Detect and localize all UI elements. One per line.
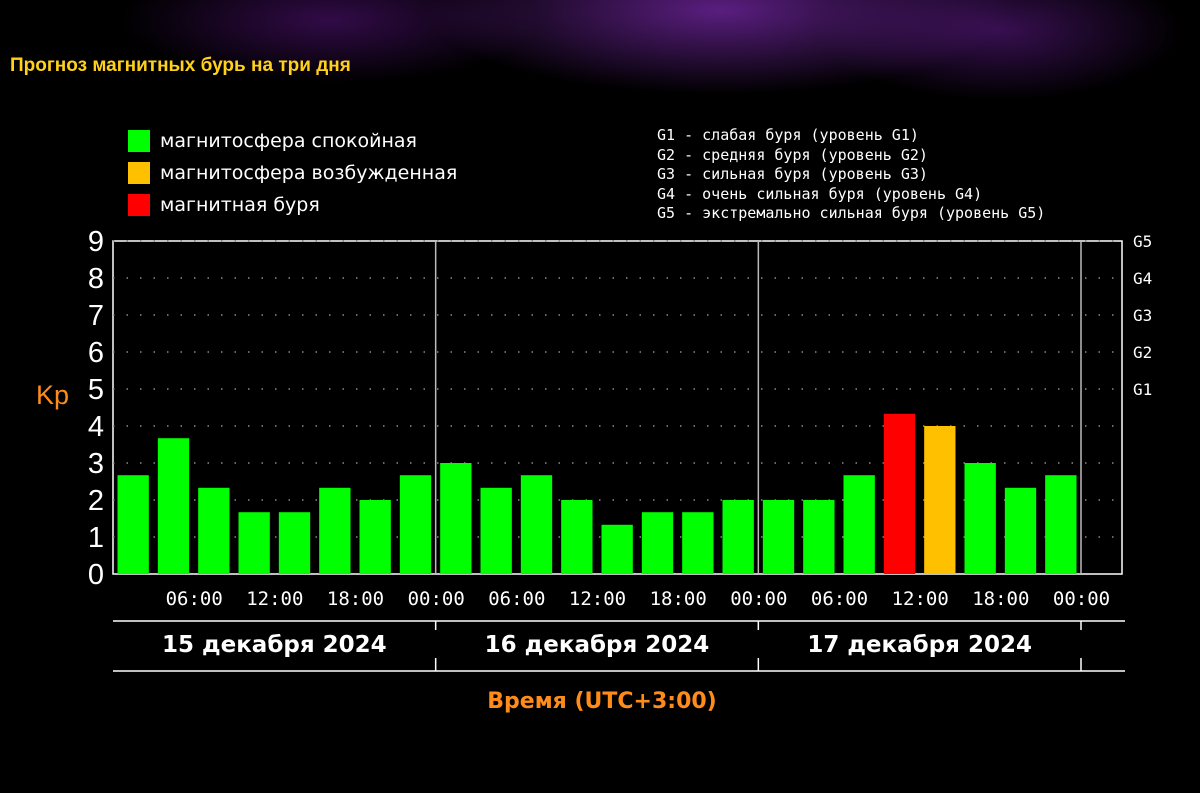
day-label: 16 декабря 2024 (485, 632, 710, 658)
kp-bar (440, 463, 472, 574)
g-level-item: G2 - средняя буря (уровень G2) (657, 145, 928, 164)
kp-bar (359, 500, 391, 574)
day-label: 17 декабря 2024 (807, 632, 1032, 658)
kp-bar (520, 475, 553, 574)
x-tick-label: 00:00 (1053, 588, 1110, 610)
x-tick-label: 12:00 (569, 588, 626, 610)
kp-bar (924, 426, 956, 574)
x-tick-label: 06:00 (166, 588, 223, 610)
legend-swatch-excited (128, 162, 150, 184)
x-tick-label: 06:00 (811, 588, 868, 610)
y-axis-title: Kp (36, 380, 69, 410)
kp-bar (843, 475, 875, 574)
g-level-item: G3 - сильная буря (уровень G3) (657, 165, 928, 183)
y-tick-label: 6 (88, 337, 104, 369)
legend-swatch-storm (128, 194, 150, 216)
y-tick-label: 3 (88, 448, 104, 480)
g-level-item: G4 - очень сильная буря (уровень G4) (657, 184, 983, 203)
kp-bar (601, 524, 633, 574)
kp-bar (198, 487, 230, 574)
kp-bar (803, 500, 835, 574)
x-tick-label: 00:00 (730, 588, 787, 610)
y-tick-label: 4 (88, 411, 104, 443)
legend-label: магнитная буря (160, 194, 320, 216)
y-tick-label: 7 (88, 300, 104, 332)
g-tick-label: G5 (1133, 232, 1152, 251)
legend-item-excited: магнитосфера возбужденная (128, 157, 457, 189)
kp-bar (762, 500, 795, 574)
legend: магнитосфера спокойная магнитосфера возб… (128, 125, 457, 221)
kp-bar (480, 487, 512, 574)
legend-label: магнитосфера возбужденная (160, 162, 458, 184)
kp-bar (278, 512, 311, 574)
legend-item-quiet: магнитосфера спокойная (128, 125, 457, 157)
x-tick-label: 00:00 (408, 588, 465, 610)
g-level-item: G5 - экстремально сильная буря (уровень … (657, 204, 1046, 222)
x-tick-label: 06:00 (488, 588, 545, 610)
g-level-item: G1 - слабая буря (уровень G1) (657, 126, 919, 144)
kp-bar (883, 413, 916, 574)
legend-swatch-quiet (128, 130, 150, 152)
y-tick-label: 0 (88, 559, 104, 591)
x-tick-label: 12:00 (892, 588, 949, 610)
g-level-legend: G1 - слабая буря (уровень G1) G2 - средн… (657, 126, 1045, 224)
y-tick-label: 5 (88, 374, 104, 406)
g-tick-label: G2 (1133, 343, 1152, 362)
g-tick-label: G1 (1133, 380, 1152, 399)
kp-bar (238, 512, 270, 574)
g-tick-label: G4 (1133, 269, 1152, 288)
y-tick-label: 8 (88, 263, 104, 295)
kp-bar (399, 475, 432, 574)
kp-bar (1004, 487, 1037, 574)
kp-bar (964, 463, 996, 574)
kp-bar (682, 512, 714, 574)
y-tick-label: 2 (88, 485, 104, 517)
kp-bar (1045, 475, 1077, 574)
kp-bar (722, 500, 754, 574)
y-tick-label: 1 (88, 522, 104, 554)
kp-bar (157, 438, 190, 574)
x-tick-label: 18:00 (327, 588, 384, 610)
x-axis-title: Время (UTC+3:00) (487, 689, 717, 714)
g-tick-label: G3 (1133, 306, 1152, 325)
kp-bar (641, 512, 674, 574)
x-tick-label: 12:00 (246, 588, 303, 610)
kp-bar (561, 500, 593, 574)
legend-item-storm: магнитная буря (128, 189, 457, 221)
x-tick-label: 18:00 (972, 588, 1029, 610)
x-tick-label: 18:00 (650, 588, 707, 610)
legend-label: магнитосфера спокойная (160, 130, 417, 152)
day-label: 15 декабря 2024 (162, 632, 387, 658)
kp-bar (117, 475, 149, 574)
kp-bar (319, 487, 351, 574)
y-tick-label: 9 (88, 226, 104, 258)
page-title: Прогноз магнитных бурь на три дня (10, 55, 351, 76)
